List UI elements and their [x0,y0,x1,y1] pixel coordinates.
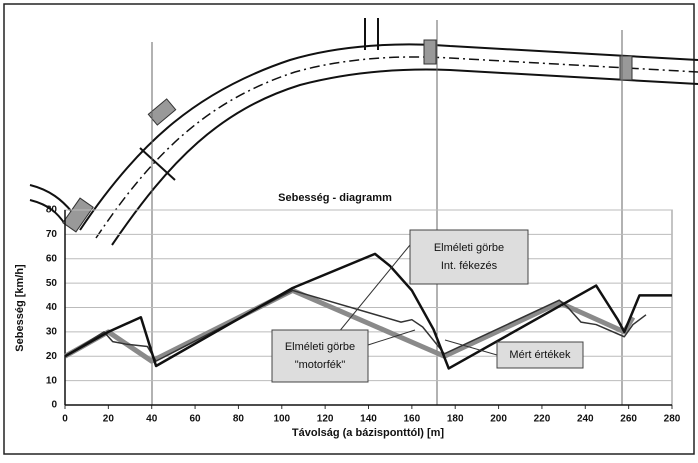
x-tick-label: 200 [490,414,507,425]
annotation-text: Elméleti görbe [434,242,504,254]
frame [4,4,694,454]
y-tick-label: 50 [46,278,58,289]
x-tick-label: 180 [447,414,464,425]
x-axis-label: Távolság (a bázisponttól) [m] [292,427,445,439]
x-tick-label: 20 [103,414,115,425]
x-tick-label: 0 [62,414,68,425]
x-tick-label: 100 [273,414,290,425]
y-tick-label: 40 [46,302,58,313]
y-tick-label: 10 [46,375,58,386]
x-tick-label: 160 [404,414,421,425]
x-tick-label: 140 [360,414,377,425]
y-tick-label: 30 [46,327,58,338]
annotation-box [410,230,528,284]
annotation-text: Mért értékek [509,349,571,361]
annotation-text: Int. fékezés [441,260,498,272]
x-tick-label: 280 [664,414,681,425]
y-tick-label: 60 [46,253,58,264]
y-tick-label: 20 [46,351,58,362]
chart-title: Sebesség - diagramm [278,192,392,204]
x-tick-label: 260 [620,414,637,425]
y-tick-label: 0 [51,400,57,411]
y-tick-label: 70 [46,229,58,240]
y-tick-label: 80 [46,205,58,216]
annotation-text: Elméleti görbe [285,341,355,353]
x-tick-label: 40 [146,414,158,425]
annotation-box [272,330,368,382]
chart: Sebesség - diagramm Távolság (a bázispon… [0,0,698,458]
x-tick-label: 120 [317,414,334,425]
x-tick-label: 240 [577,414,594,425]
annotation-text: "motorfék" [295,359,346,371]
y-axis-label: Sebesség [km/h] [14,264,26,352]
vehicle [424,40,436,64]
x-tick-label: 60 [190,414,202,425]
x-tick-label: 220 [534,414,551,425]
x-tick-label: 80 [233,414,245,425]
